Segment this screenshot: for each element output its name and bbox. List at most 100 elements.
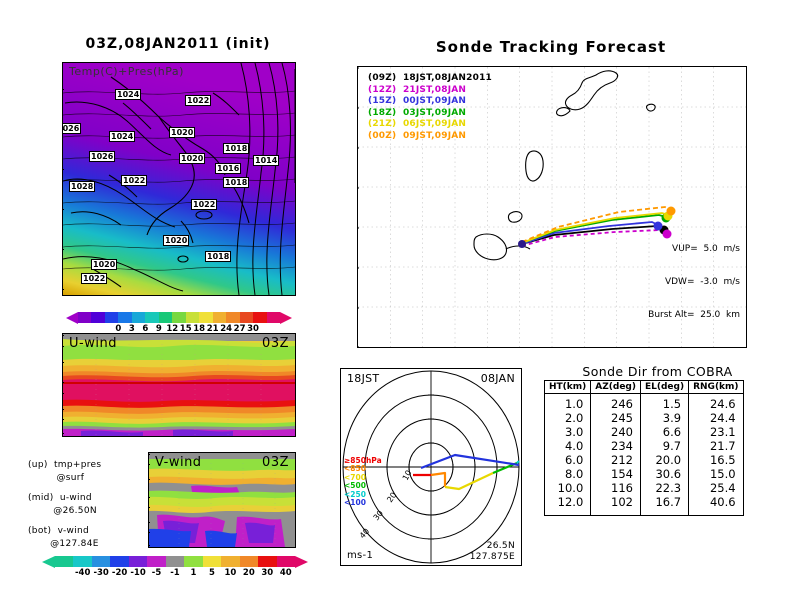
hodograph-plot[interactable]: 10 20 30 40 18JST 08JAN ms-1 26.5N 127.8… bbox=[340, 368, 522, 566]
table-cell: 12.0 bbox=[543, 495, 592, 516]
colorbar-tick: -5 bbox=[151, 568, 162, 578]
table-cell: 16.5 bbox=[688, 453, 744, 467]
vwind-panel-name: V-wind bbox=[155, 455, 202, 470]
colorbar-swatch bbox=[199, 312, 213, 323]
table-cell: 23.1 bbox=[688, 425, 744, 439]
isobar-label: 1016 bbox=[215, 163, 242, 174]
sonde-tracking-map[interactable]: (09Z) 18JST,08JAN2011 (12Z) 21JST,08JAN (1… bbox=[357, 66, 747, 348]
colorbar-tick: 30 bbox=[247, 324, 259, 334]
isobar-label: 1022 bbox=[121, 175, 148, 186]
hodograph-lat-label: 26.5N bbox=[486, 541, 515, 551]
synoptic-field-label: Temp(C)+Pres(hPa) bbox=[69, 65, 184, 78]
table-row[interactable]: 4.0 234 9.7 21.7 bbox=[543, 439, 744, 453]
table-cell: 22.3 bbox=[639, 481, 690, 495]
colorbar-tick: 21 bbox=[206, 324, 219, 334]
synoptic-map-title: 03Z,08JAN2011 (init) bbox=[85, 36, 271, 52]
table-cell: 24.6 bbox=[688, 393, 744, 411]
hodograph-level-item: <700 bbox=[344, 472, 366, 482]
uwind-cross-section[interactable]: U-wind 03Z 30 50 100 200 300 500 700 100… bbox=[62, 333, 296, 437]
colorbar-swatch bbox=[202, 556, 222, 567]
colorbar-swatch bbox=[147, 556, 166, 567]
colorbar-swatch bbox=[78, 312, 92, 323]
tracking-map-title: Sonde Tracking Forecast bbox=[435, 38, 667, 56]
colorbar-swatch bbox=[172, 312, 186, 323]
colorbar-tick: 9 bbox=[155, 324, 162, 334]
colorbar-swatch bbox=[239, 556, 259, 567]
colorbar-swatch bbox=[145, 312, 159, 323]
isobar-label: 1020 bbox=[179, 153, 206, 164]
table-cell: 246 bbox=[590, 393, 641, 411]
sonde-direction-table[interactable]: HT(km) AZ(deg) EL(deg) RNG(km) 1.0 246 1.5 24.… bbox=[543, 380, 744, 516]
colorbar-tick: 10 bbox=[224, 568, 237, 578]
colorbar-swatch bbox=[258, 556, 277, 567]
wind-colorbar: -40 -30 -20 -10 -5 -1 1 5 10 20 30 40 bbox=[42, 556, 308, 580]
table-cell: 24.4 bbox=[688, 411, 744, 425]
synoptic-temperature-field bbox=[63, 63, 295, 295]
colorbar-tick: 30 bbox=[261, 568, 274, 578]
hodograph-time-label: 18JST bbox=[347, 372, 380, 385]
colorbar-swatch bbox=[239, 312, 254, 323]
hodograph-date-label: 08JAN bbox=[480, 372, 515, 385]
hodograph-level-item: ≥850hPa bbox=[344, 456, 382, 465]
table-row[interactable]: 8.0 154 30.6 15.0 bbox=[543, 467, 744, 481]
colorbar-tick: -1 bbox=[170, 568, 180, 578]
colorbar-arrows bbox=[66, 312, 292, 324]
stat-vdw: VDW= -3.0 m/s bbox=[664, 277, 740, 287]
isobar-label: 1018 bbox=[223, 177, 250, 188]
colorbar-swatch bbox=[158, 312, 173, 323]
colorbar-tick: 0 bbox=[115, 324, 122, 334]
isobar-label: 1022 bbox=[191, 199, 218, 210]
table-row[interactable]: 3.0 240 6.6 23.1 bbox=[543, 425, 744, 439]
table-cell: 6.0 bbox=[543, 453, 592, 467]
note-line: @26.50N bbox=[28, 506, 97, 516]
synoptic-map[interactable]: Temp(C)+Pres(hPa) 1024 1022 1026 1024 10… bbox=[62, 62, 296, 296]
table-row[interactable]: 10.0 116 22.3 25.4 bbox=[543, 481, 744, 495]
table-header-row: HT(km) AZ(deg) EL(deg) RNG(km) bbox=[543, 380, 744, 394]
table-cell: 20.0 bbox=[639, 453, 690, 467]
table-row[interactable]: 6.0 212 20.0 16.5 bbox=[543, 453, 744, 467]
table-cell: 3.9 bbox=[639, 411, 690, 425]
table-cell: 21.7 bbox=[688, 439, 744, 453]
colorbar-tick: 27 bbox=[233, 324, 246, 334]
tracking-plot bbox=[358, 67, 746, 347]
stat-burst-alt: Burst Alt= 25.0 km bbox=[648, 310, 740, 320]
hodograph-lon-label: 127.875E bbox=[469, 552, 515, 562]
table-column-header: RNG(km) bbox=[688, 380, 744, 394]
table-cell: 15.0 bbox=[688, 467, 744, 481]
table-row[interactable]: 12.0 102 16.7 40.6 bbox=[543, 495, 744, 516]
svg-text:30: 30 bbox=[372, 509, 385, 523]
sonde-table-title: Sonde Dir from COBRA bbox=[582, 364, 733, 379]
colorbar-swatch bbox=[118, 312, 132, 323]
colorbar-swatch bbox=[185, 312, 200, 323]
table-cell: 16.7 bbox=[639, 495, 690, 516]
table-row[interactable]: 1.0 246 1.5 24.6 bbox=[543, 393, 744, 411]
hodograph-level-item: <500 bbox=[344, 481, 366, 491]
colorbar-swatch bbox=[253, 312, 267, 323]
hodograph-rings: 10 20 30 40 bbox=[342, 370, 520, 564]
stat-vup: VUP= 5.0 m/s bbox=[672, 244, 740, 254]
colorbar-swatch bbox=[110, 556, 129, 567]
vwind-cross-section[interactable]: V-wind 03Z 30 50 100 200 300 500 700 100… bbox=[148, 452, 296, 548]
isobar-label: 1026 bbox=[89, 151, 116, 162]
isobar-label: 1024 bbox=[115, 89, 142, 100]
colorbar-tick: 6 bbox=[142, 324, 149, 334]
colorbar-tick: -30 bbox=[93, 568, 109, 578]
colorbar-tick: 24 bbox=[220, 324, 233, 334]
table-cell: 234 bbox=[590, 439, 641, 453]
table-cell: 102 bbox=[590, 495, 641, 516]
colorbar-swatch bbox=[131, 312, 146, 323]
colorbar-swatch bbox=[104, 312, 119, 323]
colorbar-swatch bbox=[212, 312, 227, 323]
svg-text:40: 40 bbox=[358, 527, 372, 541]
colorbar-tick: 18 bbox=[193, 324, 206, 334]
colorbar-tick: 40 bbox=[279, 568, 292, 578]
table-cell: 116 bbox=[590, 481, 641, 495]
table-cell: 154 bbox=[590, 467, 641, 481]
table-row[interactable]: 2.0 245 3.9 24.4 bbox=[543, 411, 744, 425]
table-cell: 6.6 bbox=[639, 425, 690, 439]
table-cell: 2.0 bbox=[543, 411, 592, 425]
table-cell: 3.0 bbox=[543, 425, 592, 439]
colorbar-tick: 5 bbox=[208, 568, 215, 578]
note-line: (up) tmp+pres bbox=[28, 460, 102, 470]
uwind-panel-time: 03Z bbox=[262, 336, 289, 351]
